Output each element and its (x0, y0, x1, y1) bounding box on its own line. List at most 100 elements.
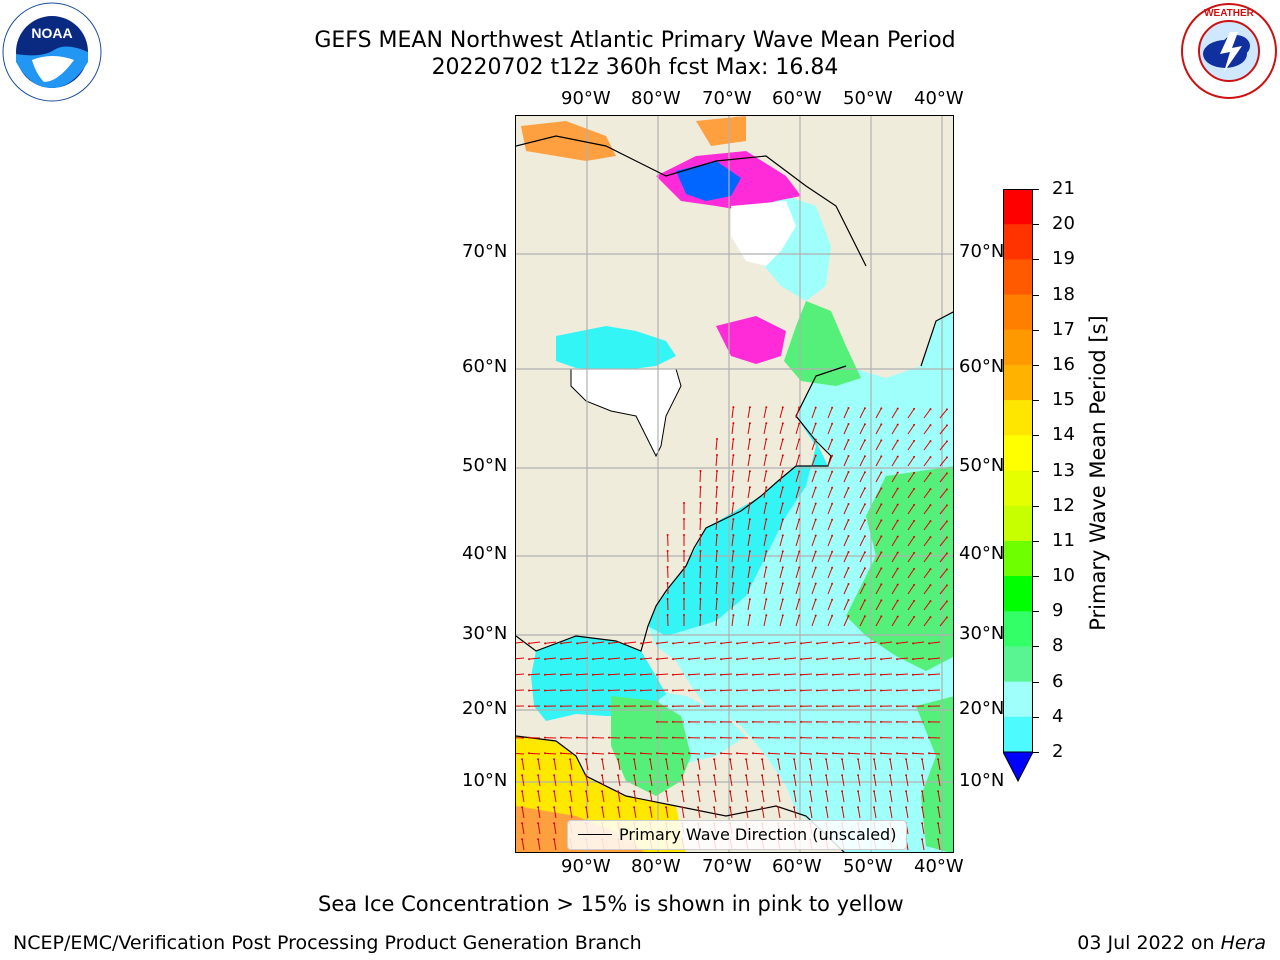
wave-arrow-head (848, 752, 850, 755)
wave-arrow-head (537, 774, 540, 777)
wave-arrow-head (761, 774, 764, 777)
wave-arrow (777, 775, 781, 787)
wave-arrow (875, 584, 882, 595)
wave-arrow-head (748, 422, 751, 425)
wave-arrow-head (683, 598, 685, 600)
coastline-greenland (920, 311, 953, 367)
colorbar-tick-mark (1033, 752, 1039, 753)
wave-arrow-head (736, 752, 738, 755)
wave-arrow (729, 759, 733, 771)
wave-arrow-head (798, 406, 801, 409)
wave-arrow-head (848, 736, 850, 739)
wave-arrow (569, 807, 573, 819)
wave-arrow (761, 759, 765, 771)
wave-arrow (795, 551, 800, 563)
colorbar-tick-label: 11 (1052, 529, 1075, 551)
wave-arrow-head (841, 774, 844, 777)
wave-arrow (816, 752, 829, 755)
wave-arrow (657, 657, 669, 660)
wave-arrow-head (656, 752, 658, 755)
wave-arrow (665, 791, 669, 803)
wave-arrow (704, 673, 717, 676)
wave-arrow (859, 439, 866, 451)
wave-arrow (929, 657, 941, 660)
wave-arrow (715, 598, 718, 611)
lat-label-right-10n: 10°N (959, 770, 1005, 791)
wave-arrow-head (748, 406, 751, 409)
map-legend: Primary Wave Direction (unscaled) (567, 820, 907, 850)
wave-arrow (811, 471, 817, 483)
wave-arrow-head (814, 486, 817, 489)
wave-arrow-head (880, 407, 883, 410)
wave-arrow-head (704, 689, 706, 692)
wave-arrow-head (729, 774, 732, 777)
wave-arrow (601, 807, 605, 819)
wave-arrow (896, 752, 909, 755)
wave-arrow (608, 673, 621, 676)
wave-arrow (601, 791, 605, 803)
sea-ice-pink-2 (716, 316, 786, 364)
wave-arrow (843, 407, 849, 419)
wave-arrow (928, 752, 941, 755)
wave-arrow (729, 791, 733, 803)
wave-arrow-head (781, 502, 784, 505)
wave-arrow-head (889, 758, 892, 761)
wave-arrow (843, 583, 849, 595)
colorbar-tick-label: 20 (1052, 213, 1075, 235)
wave-arrow (825, 791, 829, 803)
wave-arrow-head (831, 614, 834, 617)
wave-arrow-head (704, 673, 706, 676)
wave-arrow-head (816, 642, 819, 645)
wave-arrow-head (688, 705, 690, 708)
colorbar-tick-label: 15 (1052, 389, 1075, 411)
wave-arrow (768, 673, 781, 676)
wave-arrow (843, 615, 849, 627)
wave-arrow (827, 471, 833, 483)
wave-arrow-head (748, 470, 751, 473)
wave-arrow (811, 519, 817, 531)
wave-arrow-head (863, 599, 866, 602)
wave-arrow-head (688, 720, 690, 723)
wave-arrow-head (781, 534, 784, 537)
wave-arrow (521, 791, 525, 803)
wave-arrow (561, 657, 573, 660)
wave-arrow-head (880, 736, 882, 739)
wave-arrow-head (716, 518, 718, 520)
wave-arrow (737, 657, 749, 660)
wave-arrow (923, 600, 931, 611)
wave-arrow-head (831, 582, 834, 585)
wave-arrow-head (768, 658, 771, 661)
wave-arrow-head (781, 550, 784, 553)
colorbar-tick-mark (1033, 611, 1039, 613)
wave-arrow (795, 423, 800, 435)
wave-arrow-head (688, 642, 691, 645)
colorbar-segment (1003, 646, 1033, 683)
wave-arrow-head (713, 758, 716, 761)
wave-arrow-head (765, 582, 768, 585)
wave-arrow-head (863, 503, 866, 506)
wave-arrow-head (937, 774, 940, 777)
wave-arrow (939, 489, 948, 499)
wave-arrow-head (921, 790, 924, 793)
wave-arrow-head (896, 752, 898, 755)
wave-arrow-head (816, 658, 819, 661)
wave-arrow-head (553, 774, 556, 777)
wave-arrow-head (784, 642, 787, 645)
wave-arrow (779, 583, 784, 595)
wave-arrow (624, 673, 637, 676)
wave-arrow (699, 614, 701, 627)
wave-arrow-head (608, 752, 610, 755)
wave-arrow-head (528, 705, 530, 708)
wave-arrow-head (847, 583, 850, 585)
wave-arrow (891, 552, 899, 563)
wave-arrow-head (928, 689, 930, 692)
wave-arrow-head (765, 550, 768, 553)
wave-arrow (779, 407, 784, 419)
wave-arrow-head (873, 790, 876, 793)
wave-arrow-head (921, 838, 924, 841)
wave-arrow (763, 567, 767, 579)
wave-arrow-head (699, 614, 702, 616)
wave-arrow (763, 583, 767, 595)
wave-arrow-head (831, 598, 834, 601)
wave-arrow (731, 487, 734, 499)
